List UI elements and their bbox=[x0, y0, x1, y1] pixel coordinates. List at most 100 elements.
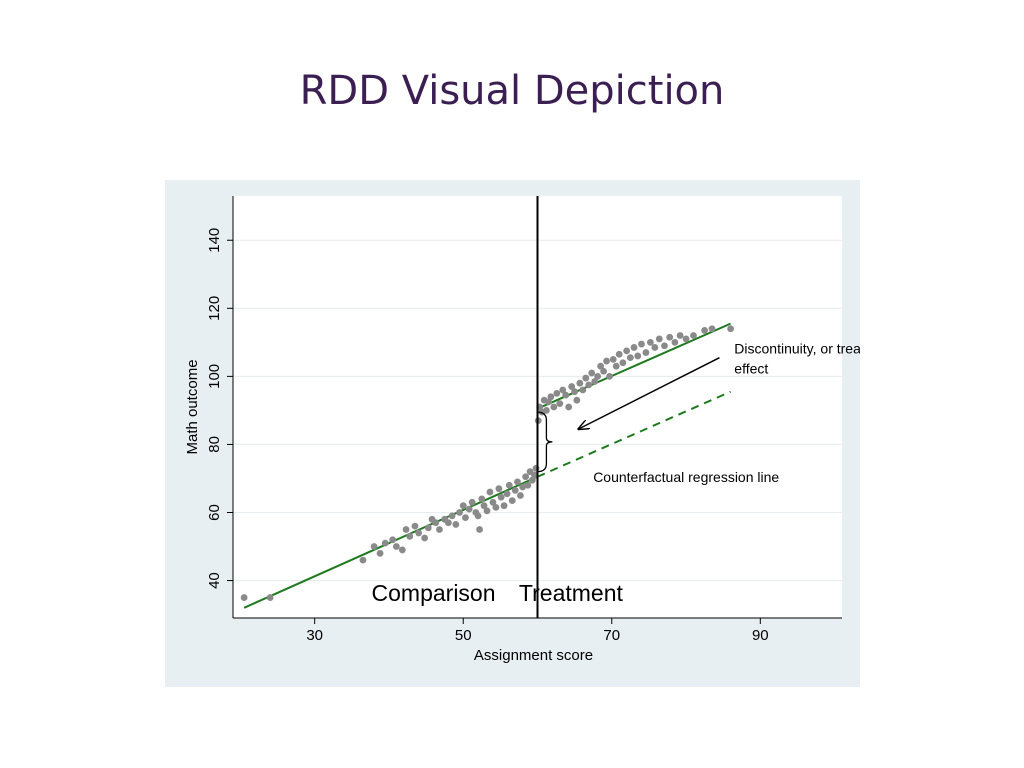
y-tick-label: 120 bbox=[206, 296, 223, 321]
data-point bbox=[661, 342, 668, 350]
data-point bbox=[553, 389, 561, 397]
data-point bbox=[671, 338, 679, 346]
data-point bbox=[519, 483, 527, 491]
data-point bbox=[511, 486, 519, 494]
counterfactual-fit bbox=[537, 390, 732, 478]
data-point bbox=[630, 344, 638, 351]
data-point bbox=[606, 372, 613, 380]
data-point bbox=[489, 498, 497, 506]
chart-labels: Comparison Treatment Discontinuity, or tre… bbox=[372, 340, 896, 606]
x-tick-label: 30 bbox=[306, 627, 323, 644]
data-point bbox=[543, 407, 550, 414]
data-point bbox=[571, 388, 579, 396]
data-point bbox=[576, 379, 584, 387]
data-point bbox=[573, 396, 581, 404]
data-point bbox=[359, 556, 367, 564]
data-point bbox=[483, 507, 491, 515]
data-point bbox=[531, 471, 538, 479]
counterfactual-label: Counterfactual regression line bbox=[593, 469, 779, 485]
data-point bbox=[559, 386, 567, 394]
data-point bbox=[492, 503, 500, 511]
axes: 40 60 80 100 120 140 30 50 70 90 Assignment score M… bbox=[184, 196, 842, 664]
data-point bbox=[505, 481, 513, 489]
data-point bbox=[468, 498, 476, 506]
data-point bbox=[411, 522, 419, 530]
data-point bbox=[642, 349, 650, 356]
data-point bbox=[666, 333, 674, 341]
data-point bbox=[556, 400, 564, 407]
data-point bbox=[465, 505, 473, 513]
data-point bbox=[480, 502, 488, 510]
discontinuity-label-line: Discontinuity, or treatment bbox=[734, 340, 860, 356]
y-tick-label: 40 bbox=[206, 572, 223, 589]
x-tick-label: 70 bbox=[603, 627, 620, 644]
data-point bbox=[517, 492, 524, 499]
data-points bbox=[240, 325, 734, 601]
data-point bbox=[579, 386, 587, 394]
annotation-arrow bbox=[578, 356, 720, 429]
data-point bbox=[600, 367, 607, 375]
data-point bbox=[615, 350, 623, 358]
data-point bbox=[476, 526, 483, 533]
data-point bbox=[240, 594, 248, 601]
data-point bbox=[682, 335, 690, 343]
data-point bbox=[424, 524, 432, 532]
data-point bbox=[612, 362, 620, 370]
discontinuity-label: Discontinuity, or treatment effect bbox=[734, 340, 860, 376]
y-tick-label: 100 bbox=[206, 364, 223, 389]
rdd-scatter-chart: 40 60 80 100 120 140 30 50 70 90 Assignment score M… bbox=[184, 196, 896, 664]
data-point bbox=[522, 473, 530, 481]
x-tick-label: 90 bbox=[752, 627, 769, 644]
data-point bbox=[421, 534, 429, 542]
data-point bbox=[524, 481, 532, 489]
y-tick-label: 60 bbox=[206, 504, 223, 521]
data-point bbox=[591, 378, 599, 385]
data-point bbox=[655, 335, 663, 343]
data-point bbox=[651, 344, 659, 351]
data-point bbox=[609, 355, 617, 363]
data-point bbox=[514, 478, 521, 486]
data-point bbox=[436, 526, 443, 533]
data-point bbox=[478, 495, 486, 503]
region-label-treatment: Treatment bbox=[519, 580, 624, 606]
data-point bbox=[500, 502, 508, 510]
data-point bbox=[474, 512, 482, 520]
data-point bbox=[456, 509, 463, 516]
data-point bbox=[562, 391, 570, 399]
data-point bbox=[503, 490, 511, 498]
data-point bbox=[588, 369, 596, 377]
data-point bbox=[432, 519, 440, 527]
data-point bbox=[415, 529, 423, 537]
data-point bbox=[444, 519, 452, 527]
data-point bbox=[626, 354, 634, 362]
data-point bbox=[370, 543, 378, 550]
data-point bbox=[376, 549, 384, 557]
data-point bbox=[406, 532, 414, 540]
data-point bbox=[708, 325, 716, 333]
treatment-effect-brace bbox=[537, 411, 553, 473]
data-point bbox=[585, 381, 593, 389]
data-point bbox=[497, 493, 505, 501]
data-point bbox=[727, 325, 734, 333]
treatment-fit bbox=[537, 322, 732, 410]
data-point bbox=[597, 362, 605, 370]
region-label-comparison: Comparison bbox=[372, 580, 496, 606]
data-point bbox=[568, 383, 576, 390]
data-point bbox=[690, 332, 697, 339]
data-point bbox=[594, 372, 602, 380]
y-tick-label: 80 bbox=[206, 436, 223, 453]
chart-panel: 40 60 80 100 120 140 30 50 70 90 Assignment score M… bbox=[165, 180, 896, 687]
data-point bbox=[634, 352, 642, 360]
data-point bbox=[547, 393, 555, 401]
data-point bbox=[603, 357, 610, 365]
data-point bbox=[508, 497, 516, 504]
y-axis-label: Math outcome bbox=[184, 359, 201, 454]
discontinuity-label-line: effect bbox=[734, 360, 768, 376]
data-point bbox=[646, 338, 654, 346]
data-point bbox=[545, 398, 553, 406]
data-point bbox=[701, 327, 709, 334]
data-point bbox=[448, 512, 456, 520]
data-point bbox=[398, 546, 406, 554]
data-point bbox=[495, 485, 503, 493]
data-point bbox=[619, 359, 627, 367]
